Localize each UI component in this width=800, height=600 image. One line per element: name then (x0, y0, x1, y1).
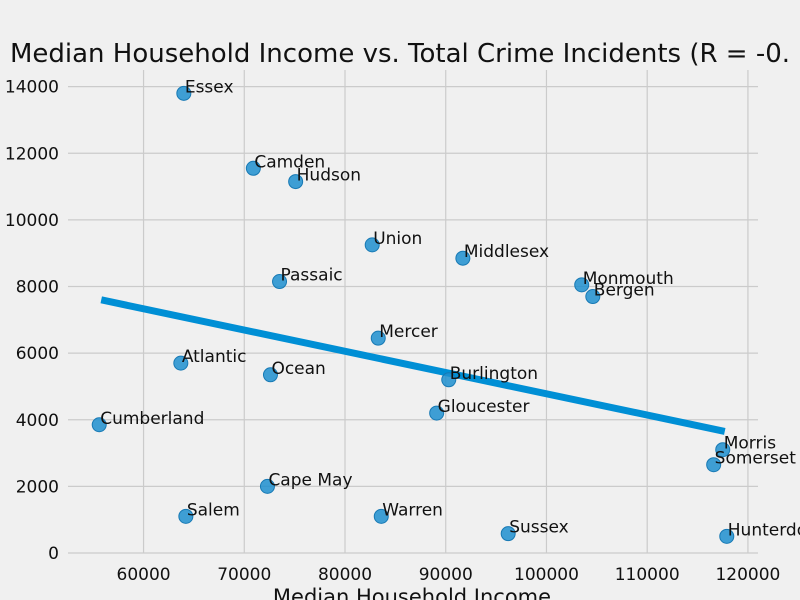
x-tick-label: 120000 (715, 565, 780, 585)
point-label: Salem (187, 500, 240, 520)
point-label: Mercer (379, 322, 438, 342)
data-point (715, 442, 731, 458)
data-point (441, 372, 457, 388)
data-point (272, 274, 288, 290)
point-label: Cape May (268, 470, 352, 490)
data-point (288, 174, 304, 190)
data-point (173, 355, 189, 371)
x-axis-label: Median Household Income (273, 585, 551, 600)
point-label: Sussex (509, 518, 569, 538)
data-point (585, 289, 601, 305)
y-tick-label: 2000 (16, 477, 59, 497)
y-tick-label: 10000 (5, 211, 59, 231)
point-label: Somerset (715, 449, 797, 469)
point-label: Camden (254, 152, 325, 172)
point-label: Cumberland (100, 409, 204, 429)
y-tick-label: 4000 (16, 411, 59, 431)
trend-line-group (100, 296, 726, 435)
data-point (429, 405, 445, 421)
point-label: Essex (185, 77, 234, 97)
data-point (178, 508, 194, 524)
grid-lines (68, 70, 758, 554)
data-points (91, 85, 735, 544)
data-point (176, 85, 192, 101)
x-tick-label: 70000 (217, 565, 271, 585)
data-point (370, 330, 386, 346)
point-label: Hunterdon (728, 520, 800, 540)
point-label: Ocean (271, 359, 325, 379)
tick-labels: 60000 70000 80000 90000 100000 110000 120000 0 2… (5, 78, 780, 585)
y-tick-label: 6000 (16, 344, 59, 364)
trend-line (100, 296, 726, 435)
y-tick-label: 12000 (5, 144, 59, 164)
point-label: Morris (724, 434, 776, 454)
x-tick-label: 100000 (514, 565, 579, 585)
x-tick-label: 80000 (318, 565, 372, 585)
point-label: Passaic (281, 266, 343, 286)
data-point (500, 526, 516, 542)
data-point (574, 277, 590, 293)
data-point (455, 250, 471, 266)
x-tick-label: 60000 (117, 565, 171, 585)
point-label: Middlesex (464, 242, 549, 262)
data-point (706, 457, 722, 473)
chart-title: Median Household Income vs. Total Crime … (10, 39, 790, 69)
y-tick-label: 0 (48, 544, 59, 564)
point-label: Monmouth (583, 269, 674, 289)
data-point (91, 417, 107, 433)
data-point (259, 478, 275, 494)
point-label: Hudson (297, 166, 361, 186)
x-tick-label: 110000 (615, 565, 680, 585)
data-point (245, 160, 261, 176)
data-point (262, 367, 278, 383)
point-label: Bergen (594, 281, 655, 301)
point-label: Union (373, 229, 422, 249)
x-tick-label: 90000 (419, 565, 473, 585)
point-label: Gloucester (438, 397, 530, 417)
data-point (719, 528, 735, 544)
y-tick-label: 14000 (5, 78, 59, 98)
data-point (364, 237, 380, 253)
point-label: Atlantic (182, 347, 247, 367)
data-point (373, 508, 389, 524)
point-label: Warren (382, 500, 443, 520)
y-tick-label: 8000 (16, 278, 59, 298)
point-label: Burlington (450, 364, 538, 384)
